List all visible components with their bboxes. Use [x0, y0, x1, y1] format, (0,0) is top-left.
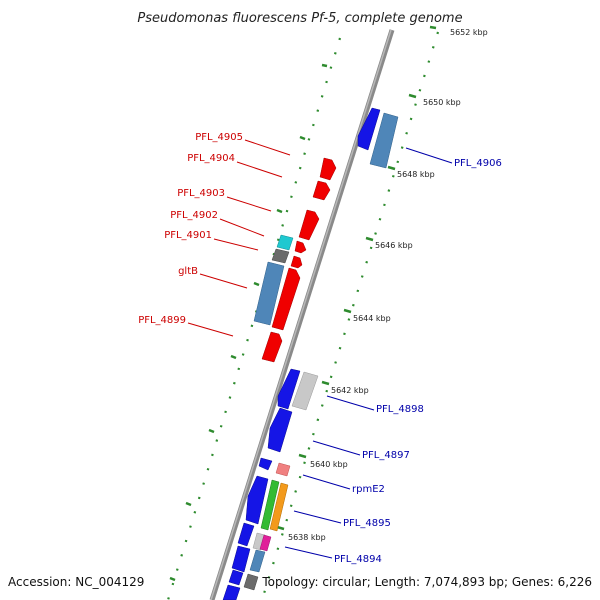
- gene-feature[interactable]: [243, 573, 259, 591]
- gene-feature[interactable]: [231, 545, 251, 573]
- gene-feature[interactable]: [237, 522, 255, 547]
- gene-label[interactable]: PFL_4905: [195, 132, 243, 143]
- gene-label[interactable]: PFL_4897: [362, 450, 410, 461]
- kbp-label: 5646 kbp: [375, 241, 413, 250]
- gene-label[interactable]: PFL_4904: [187, 153, 235, 164]
- gene-feature[interactable]: [290, 255, 303, 269]
- gene-feature[interactable]: [319, 157, 337, 181]
- gene-feature[interactable]: [298, 209, 320, 241]
- gene-feature[interactable]: [258, 457, 273, 471]
- gene-label[interactable]: PFL_4903: [177, 188, 225, 199]
- gene-feature[interactable]: [357, 107, 381, 151]
- gene-feature[interactable]: [228, 569, 244, 586]
- reverse-genes: [253, 157, 337, 363]
- gene-feature[interactable]: [271, 267, 301, 331]
- gene-feature[interactable]: [269, 482, 289, 532]
- gene-feature[interactable]: [294, 240, 307, 254]
- kbp-label: 5642 kbp: [331, 386, 369, 395]
- gene-feature[interactable]: [277, 368, 301, 410]
- map-title: Pseudomonas fluorescens Pf-5, complete g…: [137, 11, 462, 26]
- gene-label[interactable]: PFL_4902: [170, 210, 218, 221]
- gene-label[interactable]: PFL_4895: [343, 518, 391, 529]
- genome-backbone-highlight: [210, 29, 392, 600]
- kbp-label: 5650 kbp: [423, 98, 461, 107]
- gene-label[interactable]: PFL_4901: [164, 230, 212, 241]
- scale-dot-track: [260, 31, 440, 600]
- gene-label[interactable]: PFL_4894: [334, 554, 382, 565]
- gene-feature[interactable]: [271, 248, 290, 264]
- gene-feature[interactable]: [291, 371, 319, 411]
- gene-label[interactable]: gltB: [178, 266, 198, 277]
- left-gene-labels: PFL_4905 PFL_4904 PFL_4903 PFL_4902 PFL_…: [138, 132, 291, 337]
- gene-feature[interactable]: [253, 261, 285, 326]
- gene-feature[interactable]: [259, 534, 272, 552]
- kbp-label: 5640 kbp: [310, 460, 348, 469]
- gene-label[interactable]: rpmE2: [352, 484, 385, 495]
- topology-text: Topology: circular; Length: 7,074,893 bp…: [261, 575, 592, 589]
- gene-feature[interactable]: [369, 112, 399, 169]
- gene-feature[interactable]: [276, 234, 294, 251]
- gene-feature[interactable]: [275, 462, 291, 477]
- gene-feature[interactable]: [249, 549, 266, 573]
- kbp-label: 5652 kbp: [450, 28, 488, 37]
- gene-label[interactable]: PFL_4899: [138, 315, 186, 326]
- kbp-scale: 5652 kbp 5650 kbp 5648 kbp 5646 kbp 5644…: [276, 25, 488, 542]
- gene-label[interactable]: PFL_4898: [376, 404, 424, 415]
- gene-feature[interactable]: [267, 407, 293, 453]
- gene-feature[interactable]: [312, 180, 331, 201]
- kbp-label: 5648 kbp: [397, 170, 435, 179]
- outer-major-ticks: [169, 63, 328, 582]
- genome-backbone: [209, 29, 395, 600]
- kbp-label: 5638 kbp: [288, 533, 326, 542]
- accession-text: Accession: NC_004129: [8, 575, 144, 589]
- gene-feature[interactable]: [222, 584, 241, 600]
- forward-genes: [222, 107, 399, 600]
- gene-feature[interactable]: [261, 331, 283, 363]
- kbp-label: 5644 kbp: [353, 314, 391, 323]
- right-gene-labels: PFL_4906 PFL_4898 PFL_4897 rpmE2 PFL_489…: [284, 147, 502, 565]
- gene-feature[interactable]: [245, 475, 269, 525]
- gene-feature[interactable]: [260, 479, 280, 531]
- gene-label[interactable]: PFL_4906: [454, 158, 502, 169]
